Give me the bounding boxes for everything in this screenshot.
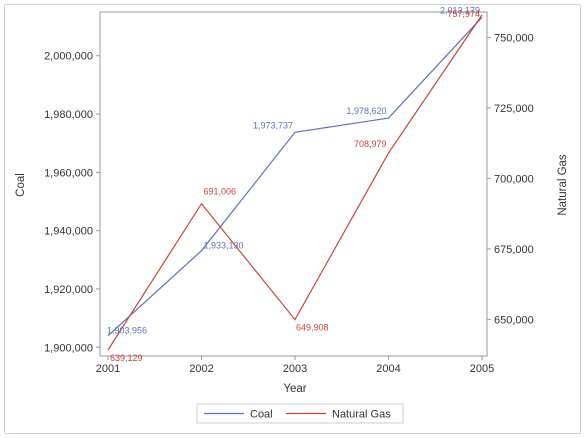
- x-tick-label: 2002: [189, 363, 213, 375]
- x-tick-label: 2004: [376, 363, 400, 375]
- x-axis-title: Year: [283, 383, 306, 395]
- y-left-axis-title: Coal: [15, 173, 27, 197]
- x-tick-label: 2003: [283, 363, 307, 375]
- series-line-coal: [107, 16, 483, 337]
- legend-label-coal: Coal: [250, 409, 273, 421]
- data-label-natural-gas: 639,129: [110, 353, 143, 363]
- y-right-tick-label: 725,000: [494, 103, 534, 115]
- y-right-tick-label: 675,000: [494, 244, 534, 256]
- y-left-tick-label: 1,900,000: [44, 342, 93, 354]
- data-label-coal: 1,903,956: [107, 326, 147, 336]
- legend-label-natural-gas: Natural Gas: [332, 409, 391, 421]
- data-label-coal: 2,013,179: [440, 5, 480, 15]
- y-left-tick-label: 1,980,000: [44, 109, 93, 121]
- y-right-tick-label: 750,000: [494, 32, 534, 44]
- plot-area: [99, 11, 488, 357]
- y-left-tick-label: 1,960,000: [44, 167, 93, 179]
- y-right-tick-label: 700,000: [494, 173, 534, 185]
- data-label-natural-gas: 757,974: [447, 9, 480, 19]
- y-right-axis-title: Natural Gas: [557, 154, 569, 216]
- y-left-tick-label: 1,940,000: [44, 226, 93, 238]
- x-tick-label: 2005: [470, 363, 494, 375]
- y-left-tick-label: 2,000,000: [44, 51, 93, 63]
- x-tick-label: 2001: [96, 363, 120, 375]
- data-label-coal: 1,973,737: [253, 120, 293, 130]
- series-line-natural-gas: [107, 14, 483, 351]
- data-label-natural-gas: 708,979: [354, 139, 387, 149]
- y-left-tick-label: 1,920,000: [44, 284, 93, 296]
- data-label-natural-gas: 649,908: [296, 323, 329, 333]
- legend: Coal Natural Gas: [196, 403, 404, 424]
- data-label-coal: 1,978,620: [346, 106, 386, 116]
- y-right-tick-label: 650,000: [494, 314, 534, 326]
- data-label-coal: 1,933,130: [204, 241, 244, 251]
- data-label-natural-gas: 691,006: [204, 187, 237, 197]
